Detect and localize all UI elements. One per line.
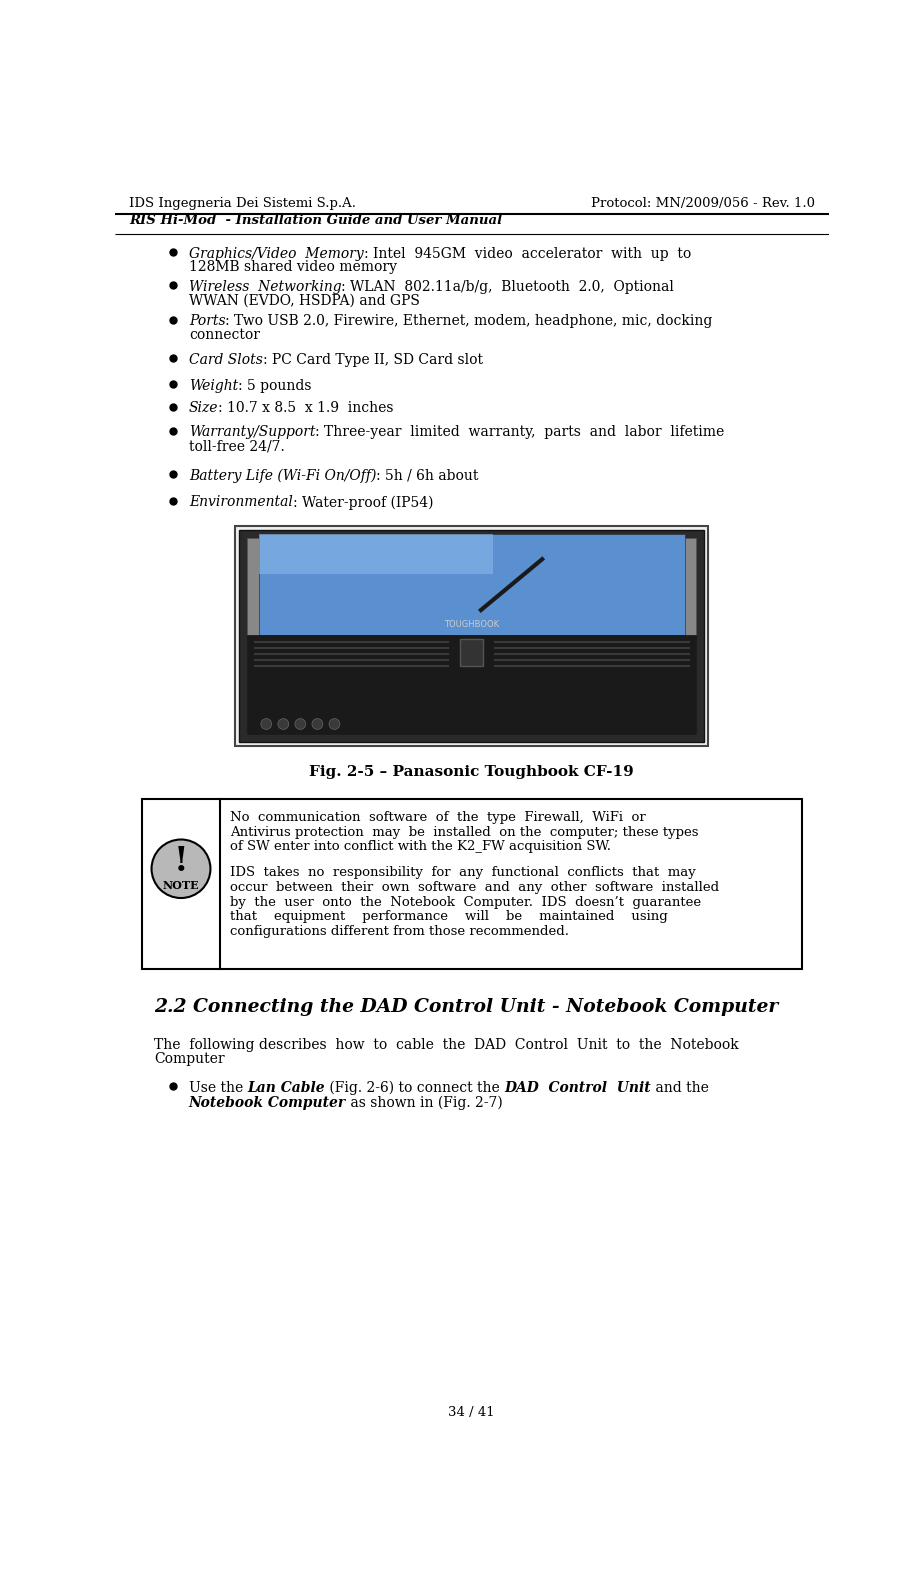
Text: Warranty/Support: Warranty/Support: [189, 425, 315, 440]
Text: Environmental: Environmental: [189, 495, 293, 510]
Circle shape: [295, 718, 306, 730]
Bar: [460, 639, 484, 666]
Text: Lan Cable: Lan Cable: [248, 1080, 325, 1094]
Text: (Fig. 2-6) to connect the: (Fig. 2-6) to connect the: [325, 1080, 504, 1094]
Text: and the: and the: [651, 1080, 708, 1094]
Bar: [259, 534, 493, 573]
Text: Computer: Computer: [154, 1051, 225, 1066]
Bar: [142, 800, 802, 969]
Circle shape: [261, 718, 272, 730]
Bar: [259, 534, 684, 636]
Text: 34 / 41: 34 / 41: [449, 1407, 495, 1419]
Text: : PC Card Type II, SD Card slot: : PC Card Type II, SD Card slot: [262, 354, 483, 366]
Bar: [247, 636, 696, 734]
Text: : Water-proof (IP54): : Water-proof (IP54): [293, 495, 433, 510]
Text: IDS Ingegneria Dei Sistemi S.p.A.: IDS Ingegneria Dei Sistemi S.p.A.: [129, 198, 356, 210]
Text: Fig. 2-5 – Panasonic Toughbook CF-19: Fig. 2-5 – Panasonic Toughbook CF-19: [309, 765, 634, 779]
Text: Use the: Use the: [189, 1080, 248, 1094]
Text: : 10.7 x 8.5  x 1.9  inches: : 10.7 x 8.5 x 1.9 inches: [218, 401, 394, 416]
Text: Ports: Ports: [189, 314, 226, 328]
Text: WWAN (EVDO, HSDPA) and GPS: WWAN (EVDO, HSDPA) and GPS: [189, 293, 420, 307]
Text: Antivirus protection  may  be  installed  on the  computer; these types: Antivirus protection may be installed on…: [230, 825, 698, 838]
Text: configurations different from those recommended.: configurations different from those reco…: [230, 926, 569, 938]
Circle shape: [329, 718, 340, 730]
Text: : Two USB 2.0, Firewire, Ethernet, modem, headphone, mic, docking: : Two USB 2.0, Firewire, Ethernet, modem…: [226, 314, 713, 328]
Text: The  following describes  how  to  cable  the  DAD  Control  Unit  to  the  Note: The following describes how to cable the…: [154, 1039, 739, 1051]
Text: DAD  Control  Unit: DAD Control Unit: [504, 1080, 651, 1094]
Text: Notebook Computer: Notebook Computer: [189, 1096, 346, 1110]
Text: Wireless  Networking: Wireless Networking: [189, 280, 342, 293]
Text: Graphics/Video  Memory: Graphics/Video Memory: [189, 247, 364, 261]
Text: IDS  takes  no  responsibility  for  any  functional  conflicts  that  may: IDS takes no responsibility for any func…: [230, 867, 695, 879]
Text: NOTE: NOTE: [163, 881, 199, 890]
Text: : Intel  945GM  video  accelerator  with  up  to: : Intel 945GM video accelerator with up …: [364, 247, 691, 261]
Text: toll-free 24/7.: toll-free 24/7.: [189, 440, 285, 452]
Text: that    equipment    performance    will    be    maintained    using: that equipment performance will be maint…: [230, 910, 668, 924]
Bar: [235, 526, 708, 746]
Text: by  the  user  onto  the  Notebook  Computer.  IDS  doesn’t  guarantee: by the user onto the Notebook Computer. …: [230, 895, 701, 908]
Text: Protocol: MN/2009/056 - Rev. 1.0: Protocol: MN/2009/056 - Rev. 1.0: [591, 198, 815, 210]
Text: as shown in (Fig. 2-7): as shown in (Fig. 2-7): [346, 1096, 503, 1110]
Text: TOUGHBOOK: TOUGHBOOK: [444, 620, 499, 629]
Text: !: !: [174, 844, 188, 878]
Text: connector: connector: [189, 328, 260, 342]
Text: : Three-year  limited  warranty,  parts  and  labor  lifetime: : Three-year limited warranty, parts and…: [315, 425, 725, 440]
Circle shape: [312, 718, 323, 730]
Text: Battery Life (Wi-Fi On/Off): Battery Life (Wi-Fi On/Off): [189, 468, 376, 483]
Text: No  communication  software  of  the  type  Firewall,  WiFi  or: No communication software of the type Fi…: [230, 811, 646, 824]
Text: : 5h / 6h about: : 5h / 6h about: [376, 468, 479, 483]
Text: of SW enter into conflict with the K2_FW acquisition SW.: of SW enter into conflict with the K2_FW…: [230, 840, 611, 854]
Text: 2.2 Connecting the DAD Control Unit - Notebook Computer: 2.2 Connecting the DAD Control Unit - No…: [154, 999, 778, 1016]
Text: 128MB shared video memory: 128MB shared video memory: [189, 261, 397, 274]
Bar: [247, 538, 696, 734]
Text: Weight: Weight: [189, 379, 238, 393]
Circle shape: [278, 718, 288, 730]
Text: : 5 pounds: : 5 pounds: [238, 379, 311, 393]
Text: : WLAN  802.11a/b/g,  Bluetooth  2.0,  Optional: : WLAN 802.11a/b/g, Bluetooth 2.0, Optio…: [342, 280, 674, 293]
Text: Card Slots: Card Slots: [189, 354, 262, 366]
Text: Size: Size: [189, 401, 218, 416]
Circle shape: [152, 840, 211, 898]
Text: occur  between  their  own  software  and  any  other  software  installed: occur between their own software and any…: [230, 881, 719, 894]
Text: RIS Hi-Mod  - Installation Guide and User Manual: RIS Hi-Mod - Installation Guide and User…: [129, 215, 502, 228]
Bar: [239, 530, 705, 742]
